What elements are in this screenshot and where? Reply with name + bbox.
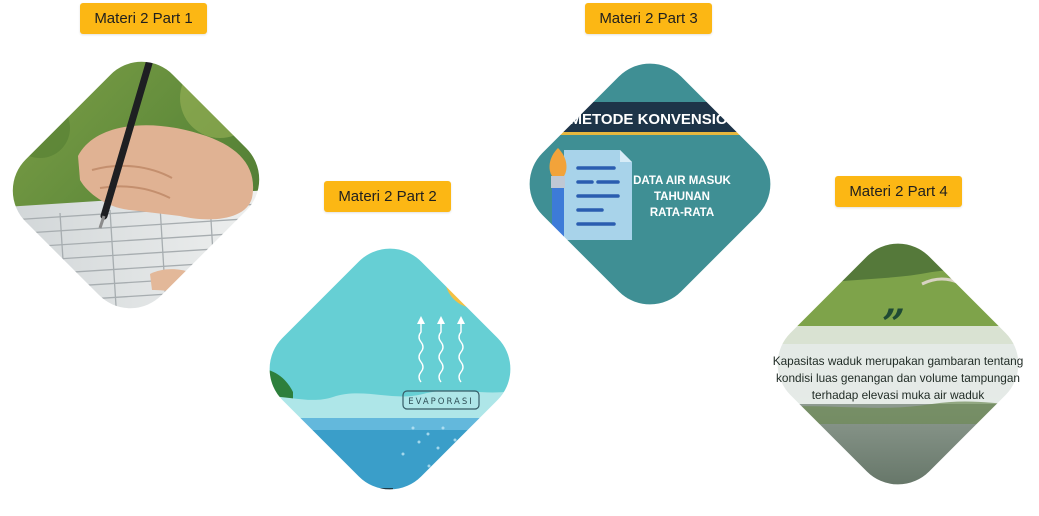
card-frame xyxy=(773,239,1023,489)
card-materi-2-part-4[interactable]: ” Kapasitas waduk merupakan gambaran ten… xyxy=(752,214,1039,514)
card-materi-2-part-1[interactable] xyxy=(0,38,281,332)
card-frame xyxy=(265,244,515,494)
part2-corner-text: irasi xyxy=(347,495,367,507)
part3-banner: 1) METODE KONVENSIONAL xyxy=(552,111,758,128)
card-frame xyxy=(525,59,775,309)
document-icon xyxy=(564,150,632,240)
brush-icon xyxy=(549,148,567,266)
part4-line1: Kapasitas waduk merupakan gambaran tenta… xyxy=(772,354,1024,368)
card-frame xyxy=(8,57,264,313)
tab-materi-2-part-2[interactable]: Materi 2 Part 2 xyxy=(324,181,451,212)
part4-line2: kondisi luas genangan dan volume tampung… xyxy=(776,371,1020,385)
card-materi-2-part-2[interactable]: EVAPORASI irasi xyxy=(243,222,537,516)
part3-line1: DATA AIR MASUK xyxy=(633,175,731,187)
part4-line3: terhadap elevasi muka air waduk xyxy=(811,388,985,402)
part3-line3: RATA-RATA xyxy=(650,207,714,219)
tab-materi-2-part-4[interactable]: Materi 2 Part 4 xyxy=(835,176,962,207)
part4-quote-text: Kapasitas waduk merupakan gambaran tenta… xyxy=(766,353,1030,404)
part3-line2: TAHUNAN xyxy=(654,191,710,203)
tab-materi-2-part-1[interactable]: Materi 2 Part 1 xyxy=(80,3,207,34)
card-materi-2-part-3[interactable]: 1) METODE KONVENSIONAL DATA AIR MASUK TA… xyxy=(502,36,798,332)
tab-materi-2-part-3[interactable]: Materi 2 Part 3 xyxy=(585,3,712,34)
evaporasi-label: EVAPORASI xyxy=(408,397,474,407)
evaporasi-label-pill: EVAPORASI xyxy=(402,390,480,410)
part3-corner-text: a xyxy=(612,305,619,317)
quote-mark-icon: ” xyxy=(882,301,906,348)
